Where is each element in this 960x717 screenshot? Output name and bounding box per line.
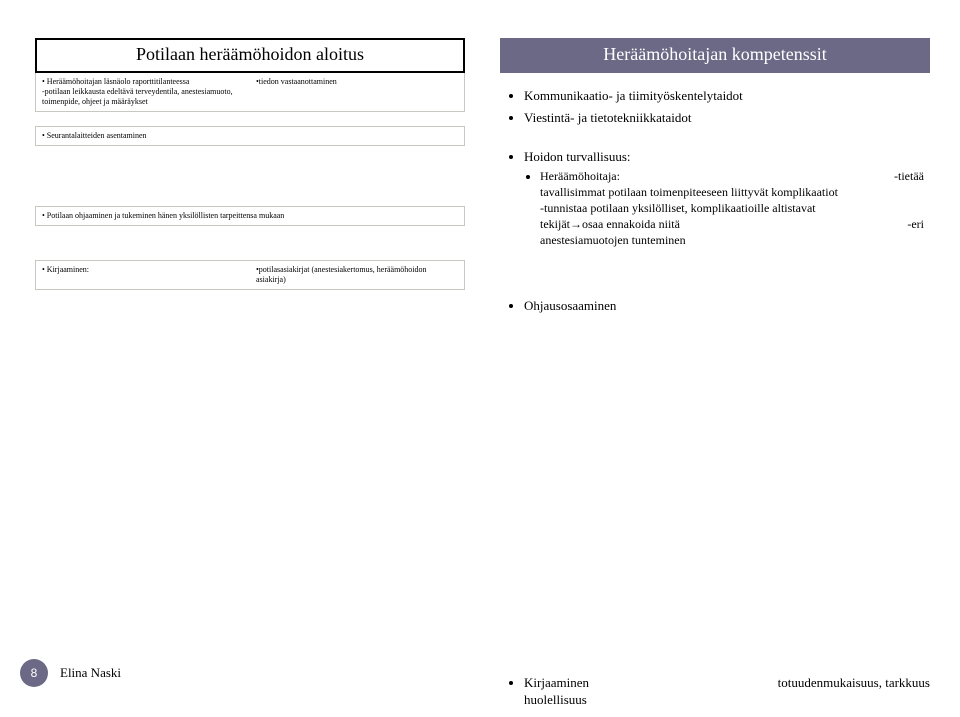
left-row1-left: • Heräämöhoitajan läsnäolo raporttitilan… [36,73,250,111]
right-slide: Heräämöhoitajan kompetenssit Kommunikaat… [500,38,930,318]
right-b3-label: Hoidon turvallisuus: [524,149,631,164]
left-row2: • Seurantalaitteiden asentaminen [35,126,465,146]
right-b3-lead: Heräämöhoitaja: [540,168,620,184]
left-title-box: Potilaan heräämöhoidon aloitus [35,38,465,73]
slide-stage: Potilaan heräämöhoidon aloitus • Heräämö… [0,0,960,717]
left-row4-right: •potilasasiakirjat (anestesiakertomus, h… [250,261,464,289]
right-b3-line2: tavallisimmat potilaan toimenpiteeseen l… [540,184,924,200]
left-row3: • Potilaan ohjaaminen ja tukeminen hänen… [35,206,465,226]
footer-f2: huolellisuus [500,691,930,709]
right-b3-tail: -tietää [894,168,924,184]
left-slide: Potilaan heräämöhoidon aloitus • Heräämö… [35,38,465,290]
author-name: Elina Naski [60,665,121,681]
left-row1-right: •tiedon vastaanottaminen [250,73,464,111]
left-row1: • Heräämöhoitajan läsnäolo raporttitilan… [35,73,465,112]
right-b3-line4c: -eri [907,216,924,232]
right-b3-line4b: osaa ennakoida niitä [582,217,680,231]
right-bullet-1: Kommunikaatio- ja tiimityöskentelytaidot [524,87,924,105]
footer-f1b: totuudenmukaisuus, tarkkuus [778,674,930,692]
arrow-icon: → [570,216,582,232]
left-row4: • Kirjaaminen: •potilasasiakirjat (anest… [35,260,465,290]
right-b3-line3: -tunnistaa potilaan yksilölliset, kompli… [540,200,924,216]
right-b3-line5: anestesiamuotojen tunteminen [540,232,924,248]
right-b3-line4a: tekijät [540,217,570,231]
right-b3-line4: tekijät→osaa ennakoida niitä -eri [540,216,924,232]
footer-right: Kirjaaminen totuudenmukaisuus, tarkkuus … [500,674,930,709]
footer-f1a: Kirjaaminen [524,674,589,692]
right-bullet-3-block: Hoidon turvallisuus: Heräämöhoitaja: -ti… [506,148,924,248]
right-bullet-3: Hoidon turvallisuus: Heräämöhoitaja: -ti… [524,148,924,248]
right-bullet-2: Viestintä- ja tietotekniikkataidot [524,109,924,127]
page-number-badge: 8 [20,659,48,687]
right-body: Kommunikaatio- ja tiimityöskentelytaidot… [500,73,930,314]
footer-left: 8 Elina Naski [20,659,121,687]
right-bullet-4-block: Ohjausosaaminen [506,297,924,315]
left-row4-left: • Kirjaaminen: [36,261,250,289]
left-title: Potilaan heräämöhoidon aloitus [45,44,455,65]
right-bullet-4: Ohjausosaaminen [524,297,924,315]
right-title-box: Heräämöhoitajan kompetenssit [500,38,930,73]
right-title: Heräämöhoitajan kompetenssit [508,44,922,65]
footer-bullet: Kirjaaminen totuudenmukaisuus, tarkkuus [524,674,930,692]
right-b3-sub: Heräämöhoitaja: -tietää tavallisimmat po… [540,168,924,249]
